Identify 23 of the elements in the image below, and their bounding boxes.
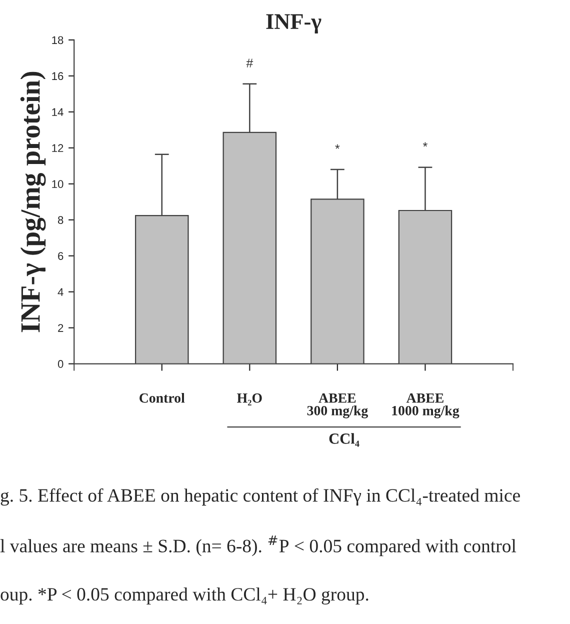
- x-tick-label: H₂O: [237, 393, 262, 406]
- y-tick-label: 12: [52, 144, 64, 152]
- y-tick-label: 8: [58, 216, 64, 224]
- y-axis-title: INF-γ (pg/mg protein): [20, 72, 46, 332]
- text: oup. *P < 0.05 compared with CCl₄+ H₂O group.: [0, 587, 368, 605]
- text: l values are means ± S.D. (n= 6-8). $^{#}$P < 0.05 compared with control: [0, 536, 516, 556]
- y-tick-label: 16: [52, 72, 64, 80]
- text: g. 5. Effect of ABEE on hepatic content of INFγ in CCl₄-treated mice: [0, 488, 520, 506]
- y-tick-label: 18: [52, 36, 64, 44]
- y-tick-label: 6: [58, 252, 64, 260]
- y-tick-label: 0: [58, 360, 64, 368]
- y-tick-label: 10: [52, 180, 64, 188]
- annotation: *: [422, 142, 428, 147]
- annotation: #: [246, 58, 254, 68]
- text: CCl₄: [329, 433, 360, 447]
- y-tick-label: 4: [58, 288, 64, 296]
- chart-title: INF-γ: [266, 14, 322, 34]
- annotation: *: [335, 144, 340, 149]
- x-tick-label: Control: [140, 392, 185, 403]
- y-tick-label: 2: [58, 324, 64, 332]
- x-tick-label: ABEE 300 mg/kg: [307, 393, 368, 418]
- x-tick-label: ABEE 1000 mg/kg: [392, 393, 460, 418]
- y-tick-label: 14: [52, 108, 64, 116]
